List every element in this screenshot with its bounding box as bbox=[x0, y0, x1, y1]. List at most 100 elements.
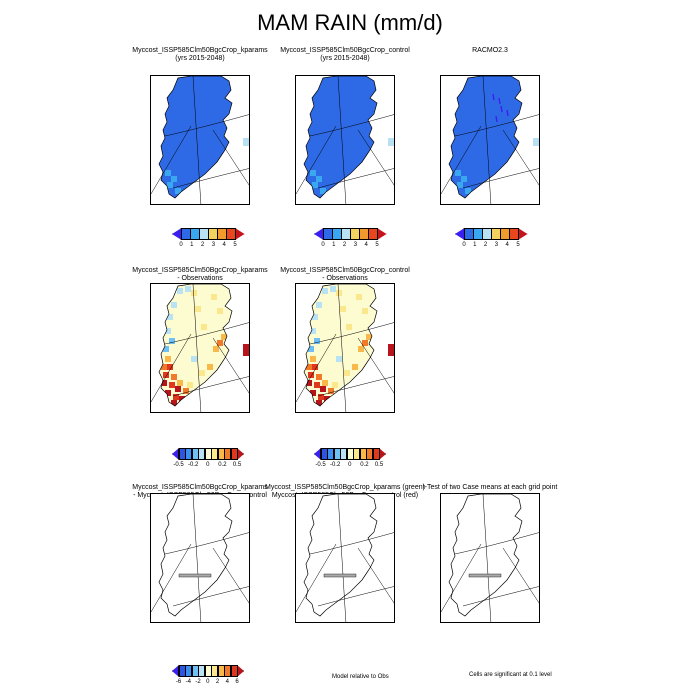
colorbar-tick-label: 3 bbox=[353, 242, 358, 248]
greenland-map-svg bbox=[151, 284, 249, 412]
map-panel bbox=[295, 75, 395, 205]
diff-cell bbox=[316, 400, 322, 406]
diff-cell bbox=[314, 382, 320, 388]
panel-title: Myccost_ISSP585Clm50BgcCrop_kparams (yrs … bbox=[115, 47, 285, 63]
graticule-line bbox=[454, 532, 539, 555]
graticule-line bbox=[172, 376, 249, 397]
colorbar-tick-label: 2 bbox=[483, 242, 488, 248]
colorbar-tick-label: 6 bbox=[235, 679, 239, 685]
panel-title-line: Myccost_ISSP585Clm50BgcCrop_kparams bbox=[132, 47, 268, 54]
diff-cell bbox=[308, 372, 314, 378]
colorbar-segment bbox=[230, 448, 238, 460]
graticule-line bbox=[172, 586, 249, 607]
diff-cell bbox=[356, 294, 362, 300]
ocean-cell bbox=[533, 138, 539, 146]
coastline bbox=[158, 76, 233, 199]
graticule-line bbox=[151, 543, 192, 613]
graticule-line bbox=[482, 76, 492, 204]
graticule-line bbox=[172, 168, 249, 189]
diff-cell bbox=[217, 308, 223, 314]
panel-title-line: RACMO2.3 bbox=[472, 47, 508, 54]
colorbar-tick-label: 0 bbox=[348, 462, 352, 468]
graticule-line bbox=[151, 333, 192, 403]
diff-cell bbox=[163, 346, 169, 352]
precip-cell bbox=[167, 182, 173, 188]
diff-cell bbox=[328, 388, 334, 394]
graticule-line bbox=[192, 284, 202, 412]
diff-cell bbox=[330, 286, 336, 292]
graticule-line bbox=[441, 125, 482, 195]
colorbar-segment bbox=[230, 665, 238, 677]
coastline bbox=[303, 494, 378, 617]
greenland-map-svg bbox=[151, 494, 249, 622]
precip-cell bbox=[320, 188, 326, 194]
colorbar-tick-label: -0.2 bbox=[329, 462, 341, 468]
diff-cell bbox=[161, 364, 167, 370]
panel-title: RACMO2.3 bbox=[405, 47, 575, 55]
panel-title: Myccost_ISSP585Clm50BgcCrop_kparams - Obs… bbox=[115, 267, 285, 283]
graticule-line bbox=[212, 547, 249, 604]
precip-cell bbox=[500, 105, 503, 113]
colorbar-tick-label: -2 bbox=[195, 679, 201, 685]
colorbar-tick-label: 1 bbox=[473, 242, 477, 248]
colorbar-tick-label: -4 bbox=[185, 679, 191, 685]
precip-cell bbox=[498, 97, 501, 105]
graticule-line bbox=[309, 114, 394, 137]
diff-cell bbox=[336, 290, 342, 296]
diff-field bbox=[159, 284, 232, 406]
graticule-line bbox=[296, 125, 337, 195]
diff-cell bbox=[358, 346, 364, 352]
colorbar-segment bbox=[237, 665, 244, 677]
diff-cell bbox=[167, 364, 173, 370]
graticule-line bbox=[212, 129, 249, 186]
diff-cell bbox=[312, 364, 318, 370]
colorbar-segment bbox=[372, 448, 380, 460]
diff-cell bbox=[167, 314, 173, 320]
colorbar-tick-label: 3 bbox=[211, 242, 216, 248]
coastline bbox=[448, 76, 523, 199]
label-box bbox=[468, 573, 502, 578]
graticule-line bbox=[192, 494, 202, 622]
diff-cell bbox=[169, 382, 175, 388]
diff-cell bbox=[171, 302, 177, 308]
ocean-cell bbox=[388, 138, 394, 146]
diff-cell bbox=[195, 306, 201, 312]
diff-cell bbox=[217, 340, 223, 346]
precip-cell bbox=[175, 188, 181, 194]
graticule-line bbox=[337, 494, 347, 622]
precip-field bbox=[449, 76, 522, 198]
graticule-line bbox=[164, 322, 249, 345]
diff-cell bbox=[175, 386, 181, 392]
colorbar-tick-label: 4 bbox=[364, 242, 368, 248]
panel-title-line: Myccost_ISSP585Clm50BgcCrop_control bbox=[280, 47, 410, 54]
colorbar-tick-label: 0 bbox=[179, 242, 183, 248]
colorbar-segment bbox=[509, 228, 519, 240]
diff-cell bbox=[344, 370, 350, 376]
colorbar-tick-label: 0.5 bbox=[374, 462, 384, 468]
panel-title: Myccost_ISSP585Clm50BgcCrop_control - Obs… bbox=[260, 267, 430, 283]
diff-cell bbox=[362, 308, 368, 314]
diff-cell bbox=[183, 388, 189, 394]
graticule-line bbox=[192, 76, 202, 204]
graticule-line bbox=[337, 284, 347, 412]
panel-title-line: Myccost_ISSP585Clm50BgcCrop_kparams bbox=[132, 267, 268, 274]
ocean-cell bbox=[388, 344, 394, 356]
graticule-line bbox=[309, 532, 394, 555]
graticule-line bbox=[309, 322, 394, 345]
label-box bbox=[178, 573, 212, 578]
precip-cell bbox=[316, 176, 322, 182]
colorbar-tick-label: 2 bbox=[215, 679, 220, 685]
precip-cell bbox=[310, 170, 316, 176]
diff-cell bbox=[310, 390, 316, 396]
map-panel bbox=[295, 493, 395, 623]
diff-cell bbox=[191, 290, 197, 296]
diff-cell bbox=[346, 324, 352, 330]
diff-cell bbox=[177, 380, 183, 386]
diff-cell bbox=[207, 364, 213, 370]
panel-subtitle: - Observations bbox=[177, 275, 223, 282]
colorbar-segment bbox=[226, 228, 236, 240]
colorbar-tick-label: 5 bbox=[516, 242, 520, 248]
ocean-cell bbox=[243, 344, 249, 356]
colorbar-segment bbox=[237, 448, 244, 460]
colorbar-tick-label: 4 bbox=[505, 242, 509, 248]
